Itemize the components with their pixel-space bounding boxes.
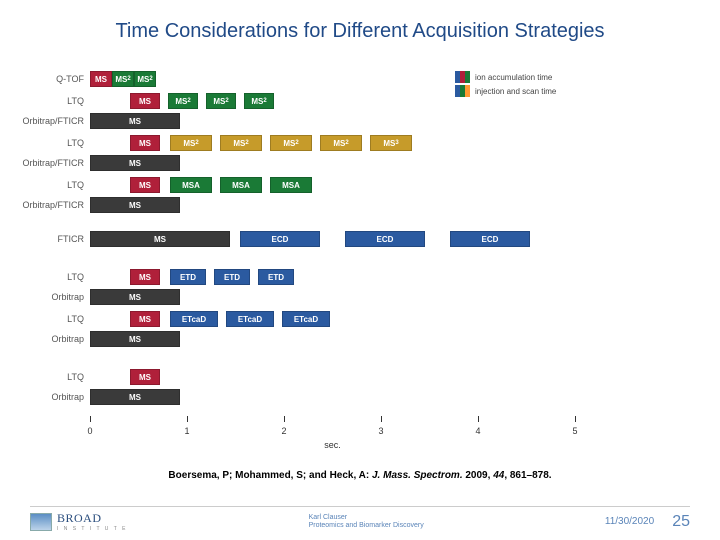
- row-label: LTQ: [4, 372, 84, 382]
- citation-authors: Boersema, P; Mohammed, S; and Heck, A:: [168, 470, 372, 481]
- row-label: Q-TOF: [4, 74, 84, 84]
- axis-label: sec.: [324, 440, 341, 450]
- slide-date: 11/30/2020: [605, 516, 654, 527]
- timing-segment: ETD: [214, 269, 250, 285]
- timing-segment: MS2: [134, 71, 156, 87]
- timing-segment: ETD: [170, 269, 206, 285]
- row-label: LTQ: [4, 138, 84, 148]
- row-label: Orbitrap: [4, 392, 84, 402]
- row-label: Orbitrap/FTICR: [4, 158, 84, 168]
- slide: Time Considerations for Different Acquis…: [0, 0, 720, 540]
- footer: BROAD I N S T I T U T E Karl Clauser Pro…: [30, 506, 690, 532]
- timing-segment: MS2: [320, 135, 362, 151]
- logo-text-block: BROAD I N S T I T U T E: [57, 511, 127, 532]
- citation-year: 2009,: [463, 470, 494, 481]
- citation-journal: J. Mass. Spectrom.: [372, 470, 463, 481]
- timing-segment: MS: [90, 289, 180, 305]
- author-dept: Proteomics and Biomarker Discovery: [309, 522, 424, 530]
- timing-segment: MS: [90, 155, 180, 171]
- timing-segment: MS: [90, 71, 112, 87]
- logo-text: BROAD: [57, 511, 127, 526]
- axis-tick: [381, 416, 382, 422]
- row-label: Orbitrap: [4, 292, 84, 302]
- citation-volume: 44: [493, 470, 504, 481]
- axis-tick: [284, 416, 285, 422]
- row-label: Orbitrap/FTICR: [4, 200, 84, 210]
- timing-segment: MS: [130, 93, 160, 109]
- legend: ion accumulation time injection and scan …: [455, 70, 556, 98]
- legend-swatch-icon: [455, 71, 470, 83]
- axis-tick-label: 3: [378, 426, 383, 436]
- axis-tick: [90, 416, 91, 422]
- timing-segment: MS2: [220, 135, 262, 151]
- timing-segment: MS2: [168, 93, 198, 109]
- timing-segment: MSA: [270, 177, 312, 193]
- logo: BROAD I N S T I T U T E: [30, 511, 127, 532]
- footer-center: Karl Clauser Proteomics and Biomarker Di…: [309, 514, 424, 529]
- row-label: LTQ: [4, 314, 84, 324]
- row-label: Orbitrap: [4, 334, 84, 344]
- footer-right: 11/30/2020 25: [605, 513, 690, 531]
- legend-item: injection and scan time: [455, 84, 556, 98]
- logo-mark-icon: [30, 513, 52, 531]
- timing-segment: MS: [130, 369, 160, 385]
- timing-segment: MS: [90, 389, 180, 405]
- timing-segment: ETcaD: [226, 311, 274, 327]
- timing-segment: ETcaD: [282, 311, 330, 327]
- logo-subtext: I N S T I T U T E: [57, 526, 127, 532]
- timing-segment: MSA: [170, 177, 212, 193]
- timing-segment: MS2: [270, 135, 312, 151]
- axis-tick: [187, 416, 188, 422]
- legend-label: injection and scan time: [475, 87, 556, 96]
- timing-segment: MS: [90, 197, 180, 213]
- timing-segment: ECD: [450, 231, 530, 247]
- page-number: 25: [672, 513, 690, 531]
- slide-title: Time Considerations for Different Acquis…: [0, 20, 720, 43]
- author-name: Karl Clauser: [309, 514, 424, 522]
- timing-segment: MS: [90, 113, 180, 129]
- timing-segment: ETD: [258, 269, 294, 285]
- row-label: FTICR: [4, 234, 84, 244]
- timing-segment: MS2: [170, 135, 212, 151]
- timing-segment: MS: [130, 177, 160, 193]
- timing-segment: ETcaD: [170, 311, 218, 327]
- citation-pages: , 861–878.: [504, 470, 551, 481]
- row-label: LTQ: [4, 180, 84, 190]
- row-label: LTQ: [4, 272, 84, 282]
- axis-tick-label: 5: [572, 426, 577, 436]
- axis-tick-label: 1: [184, 426, 189, 436]
- legend-item: ion accumulation time: [455, 70, 556, 84]
- timing-segment: MS2: [206, 93, 236, 109]
- timing-segment: MS: [130, 269, 160, 285]
- timing-segment: ECD: [345, 231, 425, 247]
- axis-tick-label: 0: [87, 426, 92, 436]
- timing-segment: MSA: [220, 177, 262, 193]
- timing-chart: Q-TOFMSMS2MS2LTQMSMS2MS2MS2Orbitrap/FTIC…: [90, 70, 630, 460]
- timing-segment: MS: [90, 231, 230, 247]
- axis-tick-label: 4: [475, 426, 480, 436]
- legend-label: ion accumulation time: [475, 73, 552, 82]
- axis-tick: [478, 416, 479, 422]
- row-label: Orbitrap/FTICR: [4, 116, 84, 126]
- timing-segment: MS: [130, 135, 160, 151]
- axis-tick-label: 2: [281, 426, 286, 436]
- timing-segment: MS: [130, 311, 160, 327]
- timing-segment: MS2: [112, 71, 134, 87]
- axis-tick: [575, 416, 576, 422]
- timing-segment: MS3: [370, 135, 412, 151]
- citation: Boersema, P; Mohammed, S; and Heck, A: J…: [0, 470, 720, 481]
- timing-segment: MS2: [244, 93, 274, 109]
- legend-swatch-icon: [455, 85, 470, 97]
- timing-segment: ECD: [240, 231, 320, 247]
- timing-segment: MS: [90, 331, 180, 347]
- row-label: LTQ: [4, 96, 84, 106]
